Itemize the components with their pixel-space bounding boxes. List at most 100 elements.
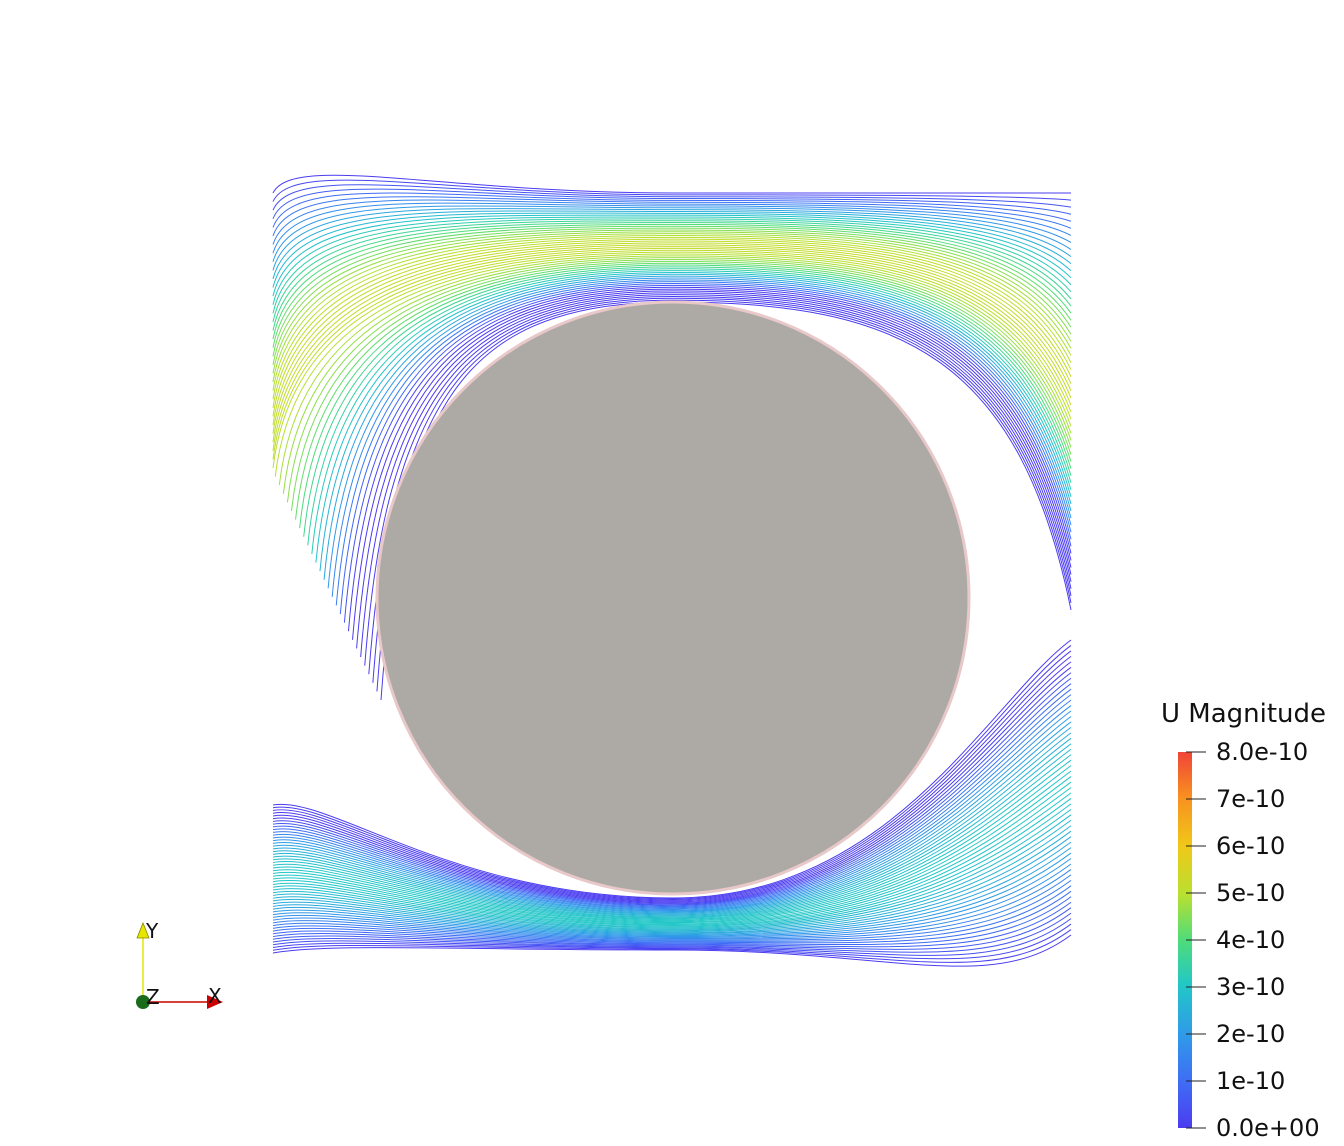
streamline (272, 776, 1072, 923)
streamline (295, 262, 1072, 520)
streamline (272, 174, 1071, 194)
streamline (272, 650, 1072, 901)
streamline (272, 639, 1072, 899)
streamline (272, 208, 1072, 271)
colorbar-tick-label: 7e-10 (1216, 785, 1286, 813)
colorbar-tick-label: 6e-10 (1216, 832, 1286, 860)
streamline (272, 748, 1072, 918)
colorbar-tick-label: 5e-10 (1216, 879, 1286, 907)
streamline (272, 212, 1072, 288)
streamline (272, 666, 1072, 904)
streamline (272, 199, 1072, 245)
streamline (272, 705, 1072, 911)
streamline (272, 890, 1072, 944)
colorbar-tick-label: 4e-10 (1216, 926, 1286, 954)
streamline (272, 249, 1072, 460)
streamline (274, 253, 1072, 477)
streamline (272, 645, 1072, 900)
streamline (272, 879, 1072, 941)
streamline (272, 236, 1072, 400)
streamline (272, 759, 1072, 920)
streamline (272, 688, 1072, 908)
streamline (272, 214, 1072, 297)
streamline (272, 244, 1072, 434)
streamline (272, 251, 1072, 469)
streamline (272, 225, 1072, 348)
streamline (272, 677, 1072, 906)
z-axis-dot (136, 995, 150, 1009)
streamline (272, 858, 1072, 938)
streamline (272, 743, 1072, 917)
colorbar-tick-label: 2e-10 (1216, 1020, 1286, 1048)
streamline (272, 732, 1072, 915)
streamline (272, 896, 1072, 946)
streamline (272, 874, 1072, 940)
streamline (272, 852, 1072, 937)
streamline (272, 885, 1072, 942)
streamline (272, 227, 1072, 357)
streamline (272, 825, 1072, 932)
streamline (272, 192, 1072, 228)
streamline (272, 699, 1072, 910)
streamline (272, 912, 1072, 953)
streamline (272, 234, 1072, 391)
streamline (282, 257, 1072, 494)
streamline (311, 270, 1072, 554)
streamline (272, 242, 1072, 426)
streamline (272, 721, 1072, 913)
streamline (272, 918, 1072, 956)
colorbar-title: U Magnitude (1161, 699, 1327, 729)
streamline (272, 710, 1072, 912)
z-axis-label: Z (146, 985, 160, 1009)
streamline (272, 863, 1072, 938)
streamline (272, 830, 1072, 933)
streamline (335, 281, 1072, 606)
streamline (352, 288, 1072, 640)
streamline (272, 683, 1072, 907)
streamline (272, 907, 1072, 950)
streamline (272, 694, 1072, 909)
streamline (331, 279, 1072, 597)
streamline (286, 259, 1072, 503)
streamline (272, 196, 1072, 237)
streamline (272, 229, 1072, 365)
streamline (272, 246, 1072, 443)
streamline (356, 290, 1072, 649)
streamline (272, 188, 1072, 219)
streamline (272, 202, 1072, 254)
streamline (272, 655, 1072, 902)
streamline (272, 240, 1072, 417)
streamline (272, 754, 1072, 919)
streamline (272, 808, 1072, 929)
streamline (272, 792, 1072, 926)
streamline (360, 292, 1072, 658)
x-axis-arrow (207, 995, 223, 1009)
streamline (272, 233, 1072, 383)
cylinder-obstacle (375, 300, 971, 896)
streamline (323, 275, 1072, 580)
streamline (272, 781, 1072, 924)
streamline (327, 277, 1072, 589)
streamline (272, 737, 1072, 916)
y-axis-arrow (136, 921, 150, 939)
streamline (272, 661, 1072, 903)
streamline (272, 231, 1072, 374)
streamline (303, 266, 1072, 537)
colorbar-ticks (1186, 751, 1206, 1129)
streamline (368, 295, 1072, 675)
orientation-axes: Y Z X (136, 919, 223, 1009)
streamline (272, 205, 1072, 262)
streamline (315, 271, 1072, 563)
streamline (272, 836, 1072, 934)
streamline (339, 283, 1072, 615)
streamline (299, 264, 1072, 529)
streamlines-bottom (272, 639, 1072, 967)
streamline (272, 814, 1072, 930)
x-axis-label: X (208, 984, 222, 1008)
streamline (272, 220, 1072, 322)
streamline (272, 727, 1072, 914)
streamline (272, 222, 1072, 331)
streamline (272, 869, 1072, 939)
